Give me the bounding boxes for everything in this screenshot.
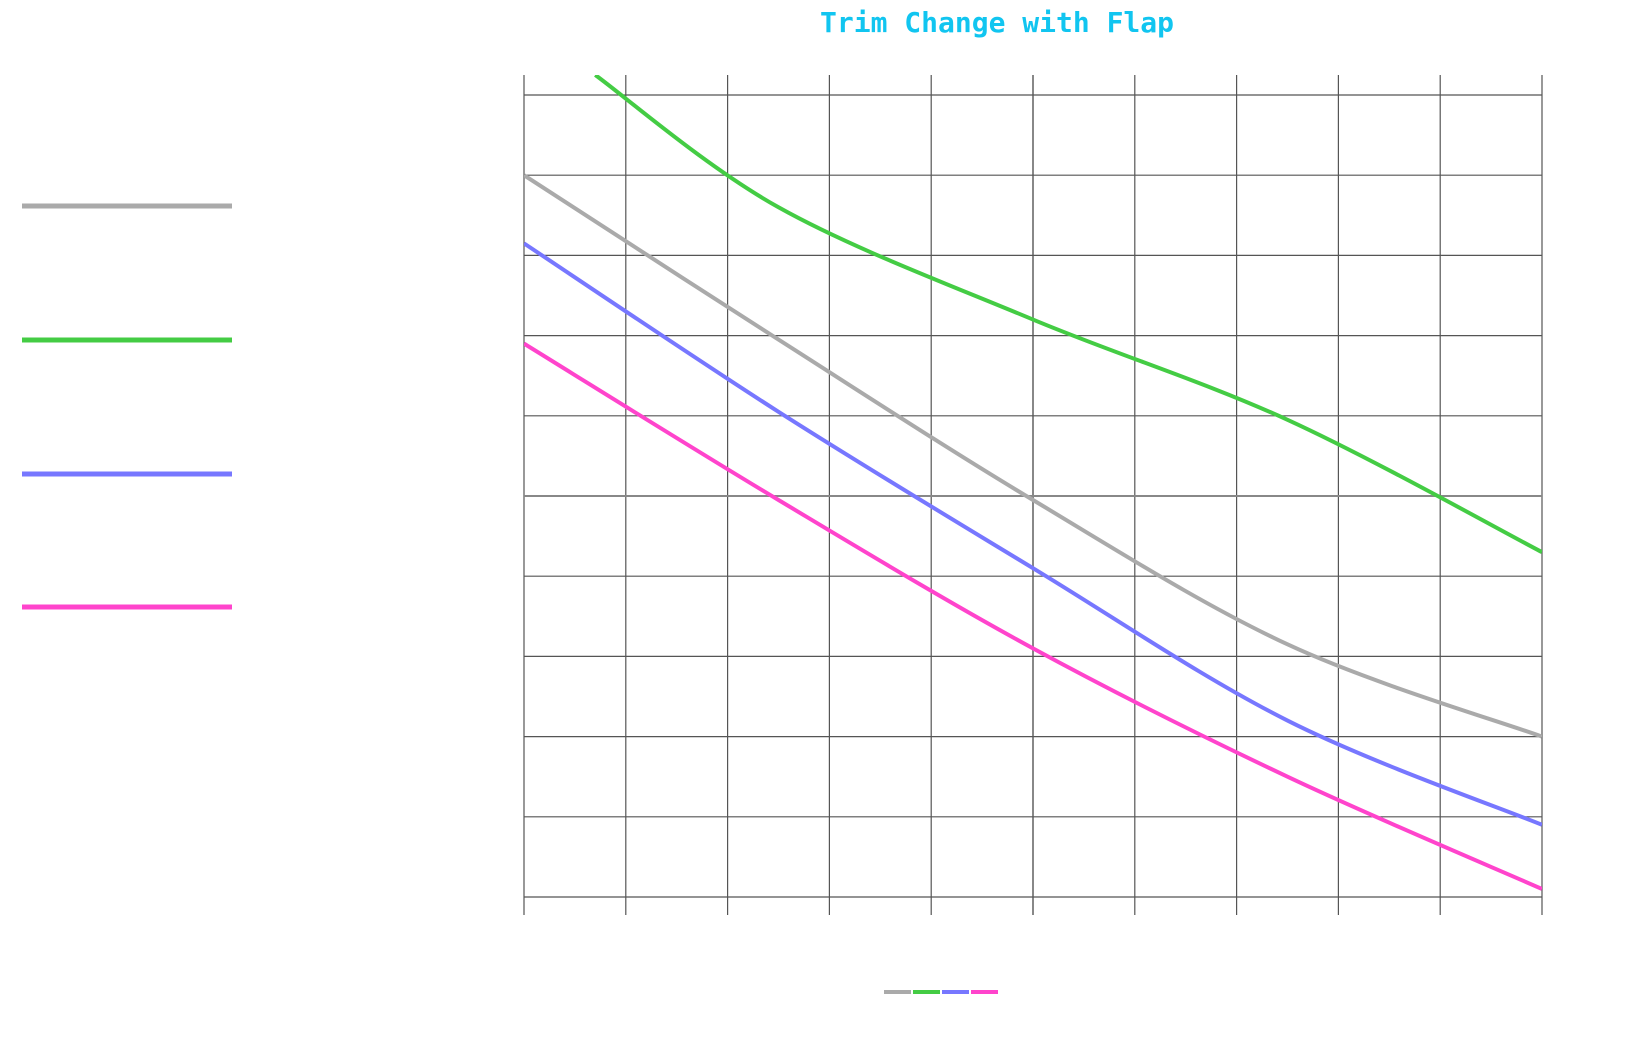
bottom-key-swatch-4 <box>971 990 998 994</box>
bottom-key-swatch-1 <box>884 990 911 994</box>
series-line-4 <box>524 341 1542 891</box>
chart-bottom-legend <box>884 990 998 994</box>
bottom-key-swatch-3 <box>942 990 969 994</box>
chart-legend <box>22 203 232 610</box>
bottom-key-swatch-2 <box>913 990 940 994</box>
chart-title: Trim Change with Flap <box>820 6 1175 39</box>
series-line-1 <box>524 173 1542 739</box>
chart-series-lines <box>524 75 1542 891</box>
series-line-2 <box>594 75 1542 554</box>
chart-grid <box>523 75 1543 915</box>
chart-title-wrap: Trim Change with Flap <box>820 6 1320 39</box>
series-line-3 <box>524 241 1542 827</box>
